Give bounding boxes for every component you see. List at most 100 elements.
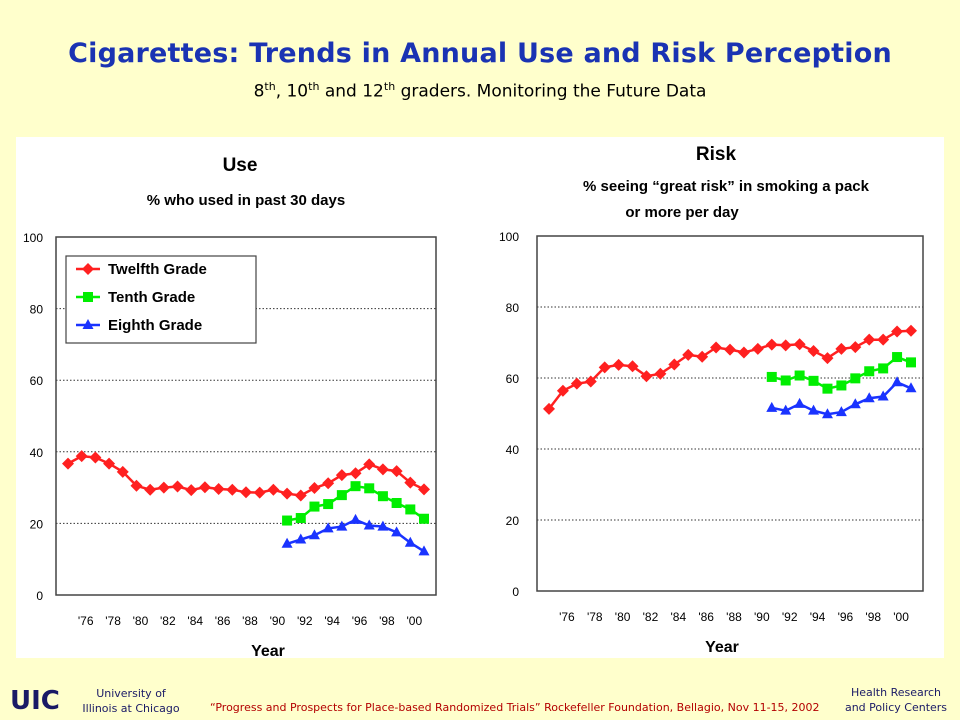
chart-title: Use (223, 155, 258, 176)
data-point (849, 398, 861, 409)
x-tick-label: '80 (133, 614, 149, 628)
data-point (103, 457, 116, 470)
y-tick-label: 80 (30, 303, 44, 317)
data-point (849, 341, 862, 354)
data-point (418, 545, 430, 556)
x-tick-label: '84 (187, 614, 203, 628)
data-point (584, 375, 597, 388)
data-point (878, 363, 889, 374)
x-axis-label: Year (705, 639, 739, 656)
series-twelfth-grade (543, 324, 917, 415)
y-tick-label: 0 (36, 589, 43, 603)
series-twelfth-grade (62, 450, 430, 502)
data-point (626, 360, 639, 373)
data-point (212, 483, 225, 496)
subtitle-superscript: th (383, 80, 396, 93)
chart-subtitle: % seeing “great risk” in smoking a pack (583, 178, 870, 195)
data-point (598, 361, 611, 374)
y-tick-label: 60 (506, 372, 520, 386)
data-point (724, 343, 736, 356)
data-point (75, 450, 88, 463)
x-tick-label: '86 (215, 614, 231, 628)
data-point (405, 504, 416, 515)
x-tick-label: '86 (698, 610, 714, 624)
x-tick-label: '82 (160, 614, 176, 628)
y-tick-label: 0 (512, 585, 519, 599)
data-point (640, 370, 653, 383)
data-point (240, 486, 252, 499)
data-point (419, 513, 429, 524)
data-point (377, 520, 389, 531)
y-tick-label: 20 (30, 517, 44, 531)
legend-marker (82, 263, 94, 275)
data-point (144, 483, 157, 496)
data-point (282, 515, 293, 526)
x-tick-label: '76 (78, 614, 94, 628)
subtitle-part: and 12 (319, 81, 384, 102)
data-point (404, 476, 417, 489)
y-tick-label: 100 (23, 231, 43, 245)
data-point (863, 333, 876, 346)
data-point (835, 342, 848, 355)
x-tick-label: '76 (559, 610, 575, 624)
subtitle-part: , 10 (275, 81, 309, 102)
data-point (821, 352, 834, 365)
data-point (905, 382, 917, 393)
data-point (349, 467, 362, 480)
y-tick-label: 80 (506, 301, 520, 315)
data-point (350, 513, 362, 524)
x-tick-label: '00 (893, 610, 909, 624)
data-point (336, 520, 348, 531)
series-line (286, 518, 425, 553)
y-tick-label: 40 (506, 443, 520, 457)
data-point (418, 483, 430, 496)
chart-subtitle: % who used in past 30 days (147, 192, 345, 209)
x-tick-label: '96 (838, 610, 854, 624)
x-tick-label: '88 (242, 614, 258, 628)
data-point (391, 526, 403, 537)
data-point (62, 457, 74, 470)
x-tick-label: '98 (379, 614, 395, 628)
x-tick-label: '88 (726, 610, 742, 624)
data-point (281, 537, 293, 548)
data-point (226, 483, 239, 496)
subtitle-superscript: th (308, 80, 320, 93)
data-point (794, 370, 805, 381)
data-point (779, 339, 792, 352)
data-point (766, 401, 778, 412)
legend-box (65, 255, 257, 344)
data-point (322, 477, 335, 490)
x-tick-label: '90 (270, 614, 286, 628)
y-tick-label: 20 (506, 514, 520, 528)
data-point (836, 380, 847, 391)
x-tick-label: '78 (587, 610, 603, 624)
data-point (295, 533, 307, 544)
legend-label: Eighth Grade (108, 317, 202, 334)
data-point (157, 481, 170, 494)
data-point (335, 469, 348, 482)
data-point (390, 465, 403, 478)
data-point (116, 465, 129, 478)
x-tick-label: '96 (352, 614, 368, 628)
university-name: University of Illinois at Chicago (78, 686, 184, 716)
x-tick-label: '00 (406, 614, 422, 628)
center-line: Health Research (850, 686, 942, 699)
data-point (391, 497, 402, 508)
x-tick-label: '92 (782, 610, 798, 624)
data-point (765, 338, 778, 351)
charts-svg: Use % who used in past 30 days 0 20 40 60 80 10… (23, 144, 924, 658)
data-point (780, 404, 792, 415)
series-tenth-grade (766, 352, 916, 394)
data-point (130, 479, 143, 492)
data-point (308, 481, 321, 494)
subtitle-superscript: th (264, 80, 276, 93)
conference-citation: “Progress and Prospects for Place-based … (210, 701, 820, 714)
subtitle-part: graders. Monitoring the Future Data (395, 81, 707, 102)
x-tick-label: '80 (615, 610, 631, 624)
data-point (323, 499, 334, 510)
page-title: Cigarettes: Trends in Annual Use and Ris… (68, 38, 892, 69)
data-point (376, 463, 389, 476)
data-point (822, 383, 833, 394)
data-point (363, 519, 375, 530)
data-point (905, 324, 917, 337)
